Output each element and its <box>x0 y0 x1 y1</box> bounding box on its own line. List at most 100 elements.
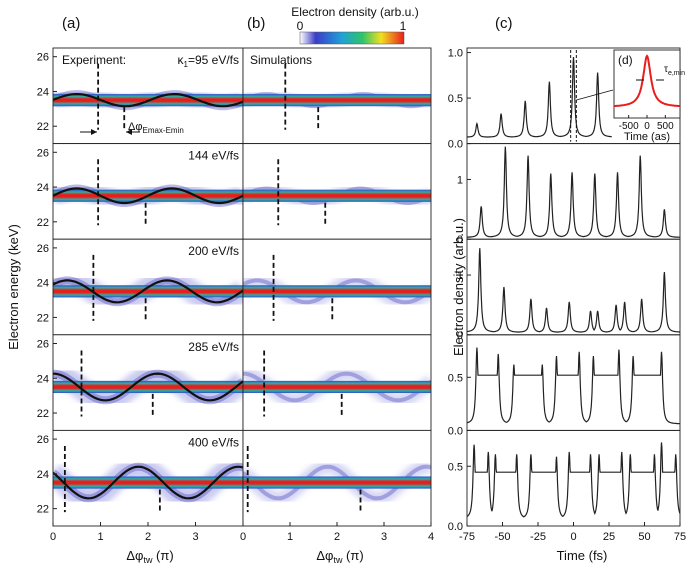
x-tick-label: -50 <box>495 531 511 543</box>
heatmap-row-b-4 <box>243 430 431 526</box>
fit-curve <box>53 465 243 500</box>
x-tick-label: 4 <box>428 531 434 543</box>
inset-tau-label: τe,min <box>664 64 685 77</box>
fit-curve <box>53 279 243 304</box>
x-tick-label: 1 <box>287 531 293 543</box>
row-rate-label: 144 eV/fs <box>188 149 239 163</box>
y-tick-label: 24 <box>37 469 49 481</box>
row-rate-label: κ1=95 eV/fs <box>178 53 240 69</box>
y-tick-label: 22 <box>37 121 49 133</box>
y-tick-label: 26 <box>37 243 49 255</box>
density-trace <box>467 442 680 518</box>
time-axis-label: Time (fs) <box>557 548 608 563</box>
colorbar-title: Electron density (arb.u.) <box>291 5 418 19</box>
density-core-band <box>243 285 431 298</box>
heatmap-row-b-3 <box>243 334 431 431</box>
y-tick-label: 0.5 <box>448 93 463 105</box>
phase-annotation: ΔφEmax-Emin <box>80 121 184 135</box>
x-tick-label: 2 <box>334 531 340 543</box>
inset-x-tick-label: -500 <box>619 121 639 132</box>
y-tick-label: 0.0 <box>448 521 463 533</box>
panel-label-d: (d) <box>618 53 633 67</box>
density-trace-row-0 <box>467 57 612 138</box>
y-tick-label: 26 <box>37 147 49 159</box>
panel-label-b: (b) <box>247 15 265 32</box>
x-tick-label: -25 <box>530 531 546 543</box>
y-tick-label: 24 <box>37 182 49 194</box>
y-tick-label: 26 <box>37 434 49 446</box>
fit-curve <box>53 372 243 402</box>
row-rate-label: 200 eV/fs <box>188 244 239 258</box>
colorbar-min-label: 0 <box>297 19 304 33</box>
y-tick-label: 0 <box>457 234 463 246</box>
density-trace <box>467 248 680 333</box>
heatmap-row-b-2 <box>243 239 431 335</box>
y-tick-label: 26 <box>37 52 49 64</box>
density-core-band <box>243 189 431 202</box>
inset-x-tick-label: 500 <box>657 121 674 132</box>
x-tick-label: 3 <box>381 531 387 543</box>
x-tick-label: 3 <box>192 531 198 543</box>
x-tick-label: 0 <box>570 531 576 543</box>
colorbar: Electron density (arb.u.) 0 1 <box>291 5 419 45</box>
row-rate-label: 285 eV/fs <box>188 340 239 354</box>
y-tick-label: 0 <box>457 330 463 342</box>
x-tick-label: -75 <box>459 531 475 543</box>
y-tick-label: 0.5 <box>448 372 463 384</box>
density-trace-row-3 <box>467 347 680 425</box>
heatmap-row-a-2 <box>53 239 243 335</box>
x-tick-label: 25 <box>603 531 615 543</box>
inset-x-tick-label: 0 <box>644 121 650 132</box>
row-rate-label: 400 eV/fs <box>188 435 239 449</box>
heatmap-row-a-3 <box>53 334 243 431</box>
y-tick-label: 0.0 <box>448 139 463 151</box>
inset-x-axis-label: Time (as) <box>624 131 670 143</box>
density-core-band <box>53 380 243 394</box>
y-tick-label: 0.5 <box>448 461 463 473</box>
phase-axis-label-a: Δφtw (π) <box>126 548 173 565</box>
y-tick-label: 22 <box>37 217 49 229</box>
heatmap-row-a-4 <box>53 430 243 526</box>
y-tick-label: 1.0 <box>448 48 463 60</box>
panel-label-a: (a) <box>62 15 80 32</box>
x-tick-label: 2 <box>145 531 151 543</box>
inset-frame <box>613 49 681 119</box>
energy-axis-label: Electron energy (keV) <box>6 224 21 350</box>
colorbar-max-label: 1 <box>400 19 407 33</box>
y-tick-label: 24 <box>37 86 49 98</box>
density-core-band <box>243 380 431 394</box>
fit-curve <box>53 93 243 108</box>
x-tick-label: 50 <box>638 531 650 543</box>
panel-label-c: (c) <box>495 15 513 32</box>
phase-annotation-label: ΔφEmax-Emin <box>128 121 184 135</box>
x-tick-label: 0 <box>240 531 246 543</box>
density-trace <box>467 146 680 238</box>
y-tick-label: 0.0 <box>448 425 463 437</box>
density-core-band <box>243 94 431 107</box>
y-tick-label: 22 <box>37 408 49 420</box>
y-tick-label: 22 <box>37 504 49 516</box>
heatmap-row-b-0 <box>243 48 431 144</box>
inset-connector <box>576 89 614 101</box>
row-frame <box>466 238 681 336</box>
density-trace-row-4 <box>467 442 680 518</box>
panel-b-simulations: 0 1 2 3 4 <box>240 47 434 543</box>
panel-b-header: Simulations <box>250 53 312 67</box>
y-tick-label: 24 <box>37 373 49 385</box>
x-tick-label: 0 <box>50 531 56 543</box>
row-frame <box>466 429 681 527</box>
density-axis-label: Electron density (arb.u.) <box>451 218 466 356</box>
y-tick-label: 1 <box>457 174 463 186</box>
heatmap-row-a-0 <box>53 48 243 144</box>
y-tick-label: 1 <box>457 270 463 282</box>
y-tick-label: 26 <box>37 338 49 350</box>
fit-curve <box>53 187 243 205</box>
density-trace-row-1 <box>467 146 680 238</box>
density-trace <box>467 57 612 138</box>
panel-c-density-traces: 0.0 0.5 1.0 0 1 0 1 0.0 0.5 0.0 0.5 -75 -50 -25 0 25 50 7… <box>448 47 686 543</box>
density-trace-row-2 <box>467 248 680 333</box>
inset-peak <box>613 54 681 108</box>
density-trace <box>467 347 680 425</box>
